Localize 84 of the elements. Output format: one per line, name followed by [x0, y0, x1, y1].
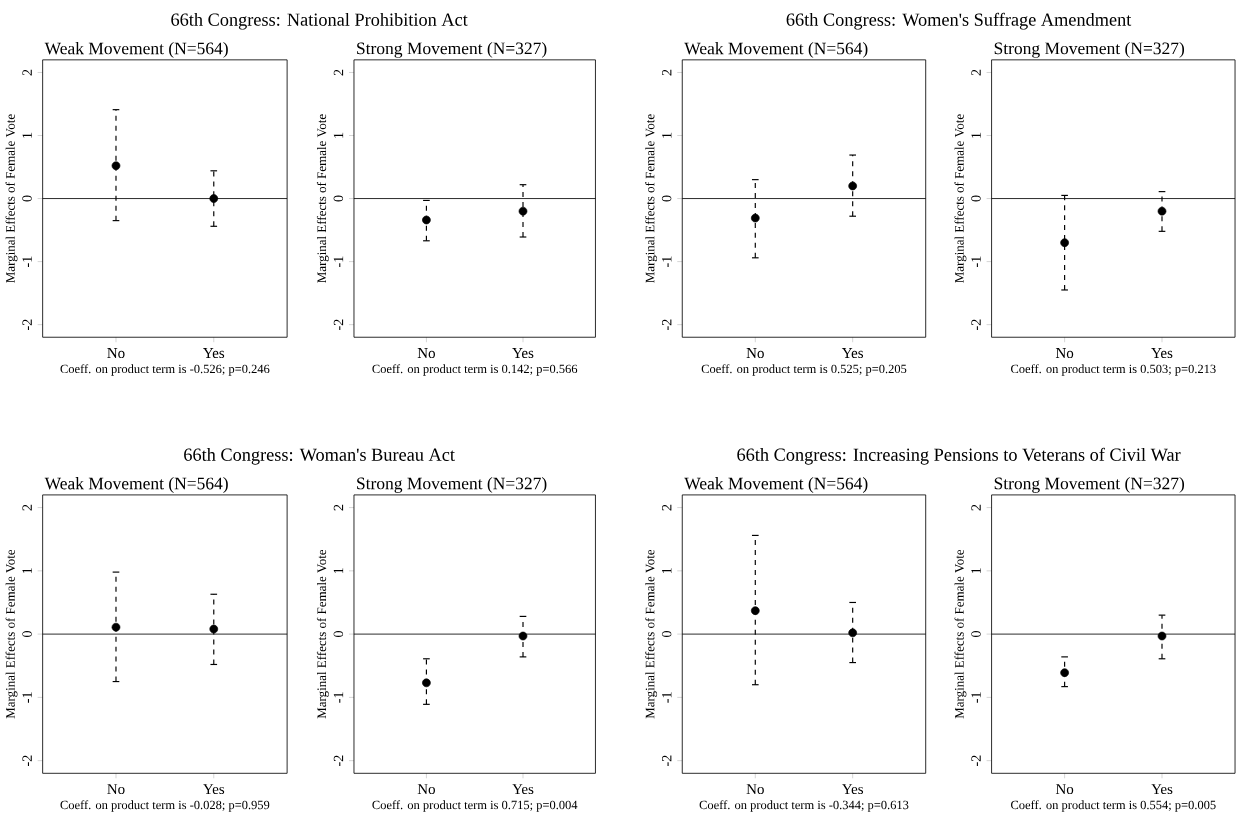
x-tick-label: No — [1055, 784, 1074, 795]
y-tick-label: 1 — [333, 568, 344, 574]
x-tick-label: Yes — [512, 784, 534, 795]
chart-subtitle: Strong Movement (N=327) — [357, 476, 547, 493]
text: Coeff. on product term is -0.526; p=0.246 — [60, 364, 270, 376]
chart-subtitle: Weak Movement (N=564) — [684, 41, 868, 58]
y-tick-label: 2 — [333, 504, 344, 511]
x-tick-label: Yes — [1151, 348, 1173, 358]
x-tick-label: No — [107, 784, 125, 795]
y-tick-label: 2 — [971, 69, 981, 76]
text: Coeff. on product term is 0.142; p=0.566 — [372, 364, 578, 376]
x-tick-label: Yes — [512, 348, 534, 358]
y-tick-label: 1 — [662, 568, 672, 574]
chart-subtitle: Weak Movement (N=564) — [684, 477, 868, 493]
y-axis-title: Marginal Effects of Female Vote — [954, 549, 967, 719]
x-tick-label: Yes — [841, 784, 864, 795]
chart-title: 66th Congress: Woman's Bureau Act — [184, 447, 455, 465]
chart-subtitle: Weak Movement (N=564) — [44, 41, 228, 58]
text: Coeff. on product term is -0.344; p=0.613 — [699, 800, 909, 812]
y-tick-label: -1 — [971, 256, 981, 267]
y-tick-label: 1 — [22, 568, 32, 574]
x-tick-label: No — [107, 348, 125, 358]
y-tick-label: -2 — [333, 755, 344, 766]
x-tick-label: Yes — [1151, 784, 1173, 795]
x-tick-label: Yes — [203, 348, 225, 358]
x-tick-label: Yes — [203, 784, 225, 795]
y-axis-title: Marginal Effects of Female Vote — [645, 114, 658, 283]
chart-title: 66th Congress: Women's Suffrage Amendment — [786, 12, 1132, 30]
y-axis-title: Marginal Effects of Female Vote — [316, 549, 329, 719]
y-tick-label: -2 — [22, 755, 32, 766]
y-tick-label: 0 — [971, 631, 981, 637]
x-tick-label: No — [417, 784, 435, 795]
y-axis-title: Marginal Effects of Female Vote — [954, 114, 967, 283]
y-tick-label: 0 — [333, 631, 344, 637]
y-tick-label: 0 — [971, 195, 981, 202]
y-tick-label: -2 — [22, 319, 32, 330]
x-tick-label: No — [417, 348, 435, 358]
x-tick-label: No — [746, 348, 764, 358]
y-tick-label: 1 — [971, 568, 981, 574]
y-tick-label: -1 — [333, 256, 344, 267]
y-axis-title: Marginal Effects of Female Vote — [5, 114, 18, 283]
x-tick-label: No — [1055, 348, 1074, 358]
y-tick-label: 2 — [971, 504, 981, 511]
y-tick-label: 1 — [333, 132, 344, 138]
y-tick-label: 1 — [662, 132, 672, 138]
y-tick-label: 0 — [333, 195, 344, 202]
y-tick-label: -1 — [22, 256, 32, 267]
y-tick-label: 2 — [662, 69, 672, 76]
x-tick-label: Yes — [841, 348, 864, 358]
y-tick-label: -1 — [662, 692, 672, 703]
y-axis-title: Marginal Effects of Female Vote — [645, 549, 658, 719]
y-tick-label: 2 — [662, 504, 672, 511]
y-tick-label: -1 — [662, 256, 672, 267]
text: Coeff. on product term is 0.715; p=0.004 — [372, 800, 578, 812]
chart-subtitle: Strong Movement (N=327) — [357, 41, 547, 58]
chart-subtitle: Strong Movement (N=327) — [994, 476, 1185, 493]
y-tick-label: 1 — [971, 132, 981, 138]
chart-title: 66th Congress: National Prohibition Act — [171, 12, 468, 30]
y-tick-label: 1 — [22, 132, 32, 138]
y-axis-title: Marginal Effects of Female Vote — [316, 114, 329, 283]
y-tick-label: 2 — [22, 69, 32, 76]
y-tick-label: -2 — [333, 319, 344, 330]
y-tick-label: -1 — [971, 692, 981, 703]
y-tick-label: -2 — [971, 755, 981, 766]
y-tick-label: -1 — [22, 692, 32, 703]
y-tick-label: -1 — [333, 692, 344, 703]
y-tick-label: -2 — [971, 319, 981, 330]
text: Coeff. on product term is 0.503; p=0.213 — [1011, 364, 1216, 376]
text: Coeff. on product term is 0.554; p=0.005 — [1011, 800, 1216, 812]
y-tick-label: 0 — [661, 631, 672, 637]
text: Coeff. on product term is 0.525; p=0.205 — [701, 364, 907, 376]
y-tick-label: 2 — [22, 504, 32, 511]
y-tick-label: 0 — [661, 195, 672, 202]
chart-subtitle: Weak Movement (N=564) — [44, 477, 228, 493]
y-tick-label: -2 — [662, 755, 672, 766]
y-tick-label: 0 — [22, 195, 32, 202]
y-axis-title: Marginal Effects of Female Vote — [5, 549, 18, 719]
text: Coeff. on product term is -0.028; p=0.959 — [60, 800, 270, 812]
chart-subtitle: Strong Movement (N=327) — [994, 41, 1185, 58]
y-tick-label: 2 — [333, 69, 344, 76]
chart-title: 66th Congress: Increasing Pensions to Veterans of Civil War — [737, 447, 1181, 465]
y-tick-label: -2 — [662, 319, 672, 330]
x-tick-label: No — [746, 784, 764, 795]
y-tick-label: 0 — [22, 631, 32, 637]
